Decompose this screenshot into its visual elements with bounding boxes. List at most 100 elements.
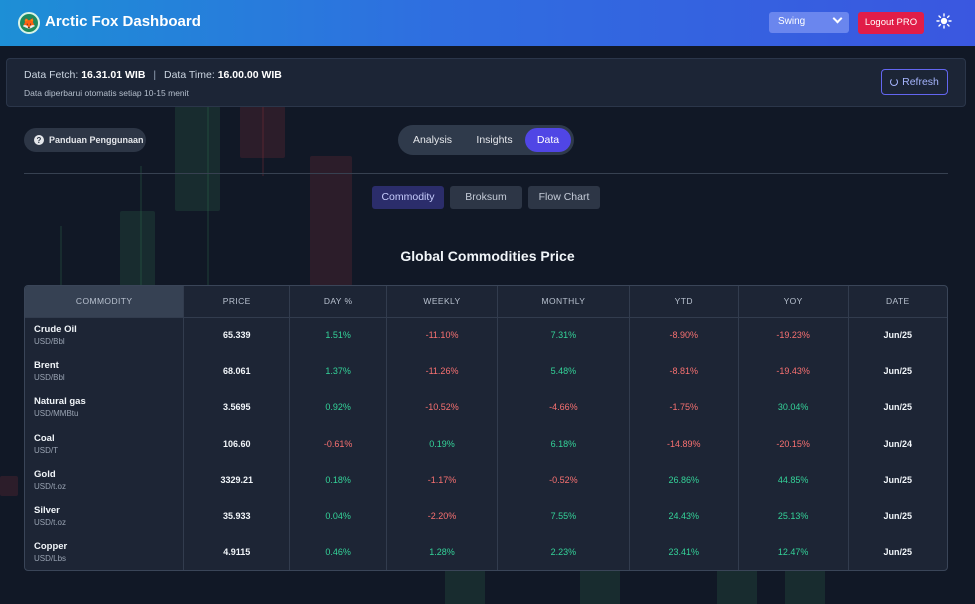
monthly-cell: 5.48% [497, 353, 630, 390]
ytd-cell: 23.41% [629, 534, 739, 570]
commodity-name: Coal [34, 432, 55, 444]
commodity-unit: USD/Bbl [34, 337, 65, 347]
data-time-label: Data Time: [163, 69, 215, 81]
mode-select-value: Swing [778, 16, 806, 27]
yoy-cell: -19.43% [738, 353, 849, 390]
refresh-label: Refresh [902, 76, 939, 88]
table-row[interactable]: Crude Oil USD/Bbl 65.339 1.51% -11.10% 7.31% -… [25, 317, 947, 354]
col-header-weekly[interactable]: WEEKLY [386, 286, 498, 318]
table-row[interactable]: Coal USD/T 106.60 -0.61% 0.19% 6.18% -14.89% -2… [25, 425, 947, 462]
day-cell: 1.37% [289, 353, 388, 390]
table-header-row: COMMODITY PRICE DAY % WEEKLY MONTHLY YTD… [25, 286, 947, 318]
tab-analysis[interactable]: Analysis [412, 134, 453, 146]
monthly-cell: 7.31% [497, 317, 630, 354]
data-time: 16.00.00 WIB [217, 69, 282, 81]
col-header-price[interactable]: PRICE [183, 286, 291, 318]
auto-update-note: Data diperbarui otomatis setiap 10-15 me… [24, 88, 189, 98]
commodity-unit: USD/t.oz [34, 481, 67, 491]
subtab-flow-chart[interactable]: Flow Chart [528, 186, 600, 209]
commodity-cell: Silver USD/t.oz [25, 497, 185, 535]
fox-logo-icon[interactable]: 🦊 [18, 12, 40, 34]
commodity-cell: Natural gas USD/MMBtu [25, 389, 185, 426]
ytd-cell: -1.75% [629, 389, 739, 426]
weekly-cell: -1.17% [386, 461, 498, 498]
table-row[interactable]: Gold USD/t.oz 3329.21 0.18% -1.17% -0.52% 26.8… [25, 461, 947, 498]
price-cell: 4.9115 [183, 534, 291, 570]
ytd-cell: 24.43% [629, 497, 739, 535]
weekly-cell: 0.19% [386, 425, 498, 462]
price-cell: 35.933 [183, 497, 291, 535]
commodity-name: Silver [34, 505, 60, 517]
divider [24, 173, 948, 174]
guide-button[interactable]: ? Panduan Penggunaan [24, 128, 146, 152]
monthly-cell: -4.66% [497, 389, 630, 426]
commodity-unit: USD/Bbl [34, 373, 65, 383]
price-cell: 68.061 [183, 353, 291, 390]
monthly-cell: 6.18% [497, 425, 630, 462]
commodity-unit: USD/T [34, 445, 58, 455]
date-cell: Jun/25 [883, 547, 913, 558]
refresh-icon [890, 78, 899, 86]
date-cell: Jun/25 [883, 511, 913, 522]
subtab-broksum[interactable]: Broksum [450, 186, 522, 209]
refresh-button[interactable]: Refresh [881, 69, 948, 95]
yoy-cell: 44.85% [738, 461, 849, 498]
day-cell: 1.51% [289, 317, 388, 354]
table-row[interactable]: Natural gas USD/MMBtu 3.5695 0.92% -10.52% -4… [25, 389, 947, 426]
tab-insights[interactable]: Insights [476, 134, 513, 146]
subtab-commodity[interactable]: Commodity [372, 186, 444, 209]
mode-select[interactable]: Swing [769, 12, 849, 33]
question-icon: ? [34, 135, 44, 145]
chevron-down-icon [832, 13, 843, 24]
data-info-bar: Data Fetch: 16.31.01 WIB | Data Time: 16… [6, 58, 966, 107]
day-cell: 0.92% [289, 389, 388, 426]
col-header-day[interactable]: DAY % [289, 286, 388, 318]
date-cell: Jun/25 [883, 366, 913, 377]
date-cell: Jun/25 [883, 402, 913, 413]
weekly-cell: 1.28% [386, 534, 498, 570]
date-cell: Jun/25 [883, 474, 913, 485]
col-header-monthly[interactable]: MONTHLY [497, 286, 630, 318]
col-header-commodity[interactable]: COMMODITY [25, 286, 185, 318]
commodity-cell: Brent USD/Bbl [25, 353, 185, 390]
commodity-name: Crude Oil [34, 324, 77, 336]
commodity-name: Natural gas [34, 396, 86, 408]
background-candles [0, 46, 975, 604]
ytd-cell: -8.90% [629, 317, 739, 354]
sun-icon[interactable] [936, 13, 952, 29]
col-header-date[interactable]: DATE [848, 286, 947, 318]
monthly-cell: -0.52% [497, 461, 630, 498]
weekly-cell: -2.20% [386, 497, 498, 535]
tab-data[interactable]: Data [525, 128, 571, 152]
commodity-cell: Gold USD/t.oz [25, 461, 185, 498]
commodity-name: Gold [34, 468, 56, 480]
col-header-yoy[interactable]: YOY [738, 286, 849, 318]
price-cell: 106.60 [183, 425, 291, 462]
fetch-time-line: Data Fetch: 16.31.01 WIB | Data Time: 16… [24, 69, 282, 81]
commodity-unit: USD/MMBtu [34, 409, 79, 419]
ytd-cell: 26.86% [629, 461, 739, 498]
price-cell: 3.5695 [183, 389, 291, 426]
main-tabs: Analysis Insights Data [398, 125, 574, 155]
weekly-cell: -11.10% [386, 317, 498, 354]
commodity-name: Copper [34, 541, 68, 553]
yoy-cell: -19.23% [738, 317, 849, 354]
separator: | [153, 69, 157, 81]
commodity-name: Brent [34, 360, 59, 372]
yoy-cell: 25.13% [738, 497, 849, 535]
monthly-cell: 7.55% [497, 497, 630, 535]
app-title: Arctic Fox Dashboard [45, 13, 201, 30]
price-cell: 65.339 [183, 317, 291, 354]
day-cell: 0.04% [289, 497, 388, 535]
table-row[interactable]: Silver USD/t.oz 35.933 0.04% -2.20% 7.55% 24.4… [25, 497, 947, 535]
commodity-unit: USD/t.oz [34, 518, 67, 528]
logout-button[interactable]: Logout PRO [858, 12, 924, 34]
table-title: Global Commodities Price [400, 248, 575, 264]
day-cell: -0.61% [289, 425, 388, 462]
weekly-cell: -10.52% [386, 389, 498, 426]
top-header: 🦊 Arctic Fox Dashboard Swing Logout PRO [0, 0, 975, 46]
fetch-time: 16.31.01 WIB [81, 69, 146, 81]
table-row[interactable]: Copper USD/Lbs 4.9115 0.46% 1.28% 2.23% 23.41%… [25, 534, 947, 570]
table-row[interactable]: Brent USD/Bbl 68.061 1.37% -11.26% 5.48% -8.81… [25, 353, 947, 390]
col-header-ytd[interactable]: YTD [629, 286, 739, 318]
